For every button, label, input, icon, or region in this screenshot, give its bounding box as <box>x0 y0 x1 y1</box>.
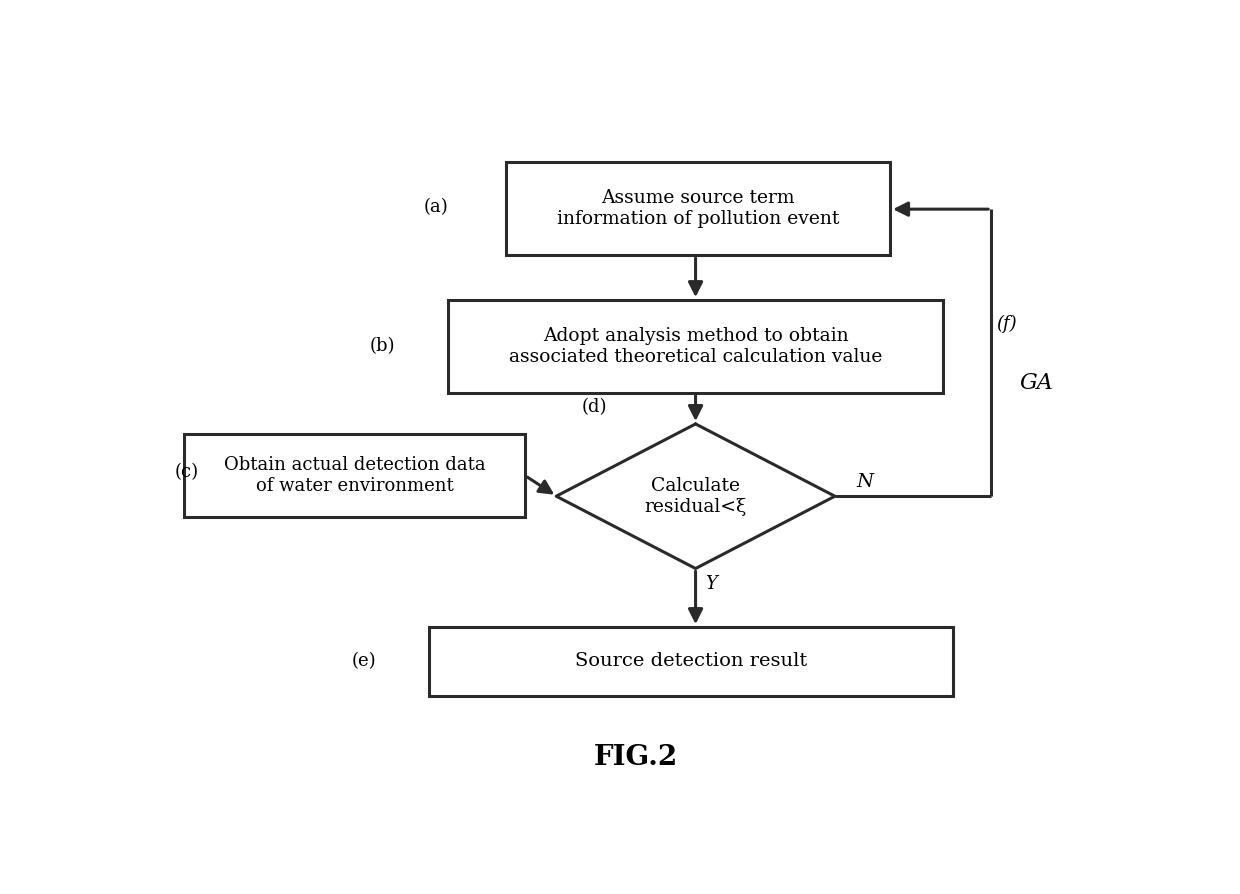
Text: Source detection result: Source detection result <box>574 653 807 670</box>
FancyBboxPatch shape <box>184 434 525 517</box>
Text: Y: Y <box>704 575 717 593</box>
Text: N: N <box>857 474 874 492</box>
Polygon shape <box>557 424 835 569</box>
Text: Obtain actual detection data
of water environment: Obtain actual detection data of water en… <box>223 456 485 495</box>
FancyBboxPatch shape <box>506 163 890 256</box>
Text: FIG.2: FIG.2 <box>594 745 677 772</box>
Text: Calculate
residual<ξ: Calculate residual<ξ <box>645 477 746 516</box>
FancyBboxPatch shape <box>429 627 952 696</box>
Text: (a): (a) <box>423 198 448 216</box>
Text: Assume source term
information of pollution event: Assume source term information of pollut… <box>557 190 839 228</box>
Text: Adopt analysis method to obtain
associated theoretical calculation value: Adopt analysis method to obtain associat… <box>508 327 882 366</box>
Text: (f): (f) <box>996 315 1017 333</box>
Text: (e): (e) <box>351 653 376 670</box>
Text: GA: GA <box>1019 372 1054 393</box>
Text: (c): (c) <box>174 463 198 481</box>
Text: (d): (d) <box>582 398 606 416</box>
FancyBboxPatch shape <box>448 300 944 393</box>
Text: (b): (b) <box>370 337 396 355</box>
